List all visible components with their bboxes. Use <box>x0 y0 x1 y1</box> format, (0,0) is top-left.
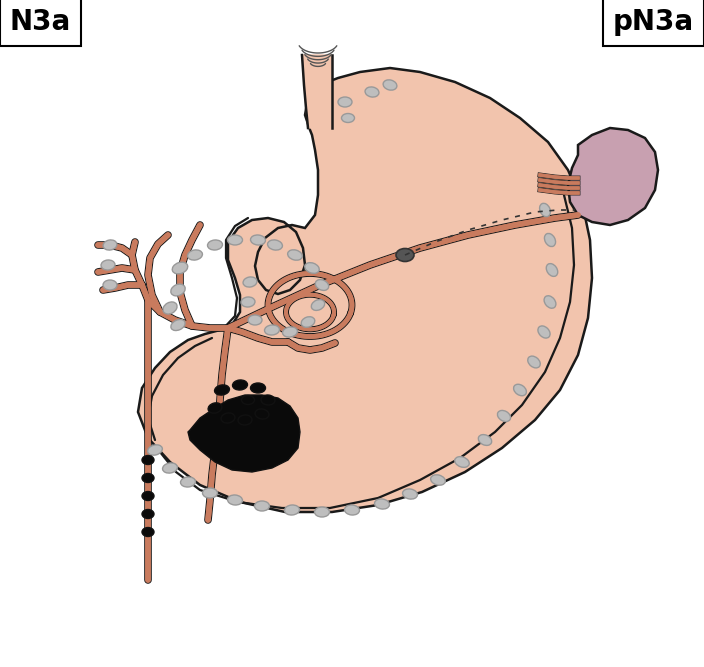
Ellipse shape <box>227 495 242 505</box>
Ellipse shape <box>383 80 397 90</box>
Ellipse shape <box>341 113 355 123</box>
Ellipse shape <box>544 233 555 247</box>
Polygon shape <box>188 395 300 472</box>
Ellipse shape <box>538 326 550 338</box>
Ellipse shape <box>203 488 218 498</box>
Ellipse shape <box>315 507 329 517</box>
Ellipse shape <box>528 356 540 368</box>
Ellipse shape <box>478 435 491 446</box>
Ellipse shape <box>142 456 154 464</box>
Ellipse shape <box>215 385 230 395</box>
Ellipse shape <box>539 203 551 217</box>
Ellipse shape <box>142 528 154 536</box>
Ellipse shape <box>403 489 417 499</box>
Ellipse shape <box>103 280 117 290</box>
Text: pN3a: pN3a <box>613 8 694 36</box>
Ellipse shape <box>142 492 154 500</box>
Ellipse shape <box>142 474 154 482</box>
Ellipse shape <box>163 302 177 314</box>
Ellipse shape <box>514 384 527 396</box>
Ellipse shape <box>261 395 275 405</box>
Ellipse shape <box>288 250 302 260</box>
Ellipse shape <box>232 380 248 390</box>
Ellipse shape <box>338 97 352 107</box>
Ellipse shape <box>148 445 163 455</box>
Ellipse shape <box>546 263 558 276</box>
Ellipse shape <box>172 262 188 274</box>
Ellipse shape <box>180 477 196 487</box>
Ellipse shape <box>208 240 222 250</box>
Polygon shape <box>302 55 332 128</box>
Ellipse shape <box>311 299 325 310</box>
Ellipse shape <box>101 260 115 270</box>
Ellipse shape <box>248 315 262 325</box>
Ellipse shape <box>221 413 235 423</box>
Ellipse shape <box>171 319 185 331</box>
Text: N3a: N3a <box>10 8 71 36</box>
Ellipse shape <box>344 505 360 515</box>
Ellipse shape <box>305 263 319 273</box>
Ellipse shape <box>255 409 269 419</box>
Ellipse shape <box>171 284 185 296</box>
Ellipse shape <box>265 325 279 335</box>
Ellipse shape <box>241 297 255 307</box>
Ellipse shape <box>187 250 203 260</box>
Polygon shape <box>568 128 658 225</box>
Ellipse shape <box>544 295 556 308</box>
Ellipse shape <box>238 415 252 425</box>
Ellipse shape <box>365 87 379 97</box>
Ellipse shape <box>251 383 265 393</box>
Ellipse shape <box>103 240 117 250</box>
Ellipse shape <box>498 410 510 422</box>
Ellipse shape <box>396 249 414 261</box>
Ellipse shape <box>163 463 177 473</box>
Ellipse shape <box>227 235 242 245</box>
Ellipse shape <box>208 403 222 413</box>
Ellipse shape <box>142 510 154 518</box>
Ellipse shape <box>255 501 270 511</box>
Ellipse shape <box>284 505 299 515</box>
Ellipse shape <box>268 240 282 250</box>
Ellipse shape <box>282 327 297 337</box>
Ellipse shape <box>431 475 446 485</box>
Ellipse shape <box>243 277 257 287</box>
Ellipse shape <box>301 317 315 327</box>
Polygon shape <box>138 68 592 512</box>
Ellipse shape <box>455 457 470 468</box>
Ellipse shape <box>251 235 265 245</box>
Ellipse shape <box>315 279 329 290</box>
Ellipse shape <box>241 396 255 404</box>
Ellipse shape <box>375 499 389 509</box>
